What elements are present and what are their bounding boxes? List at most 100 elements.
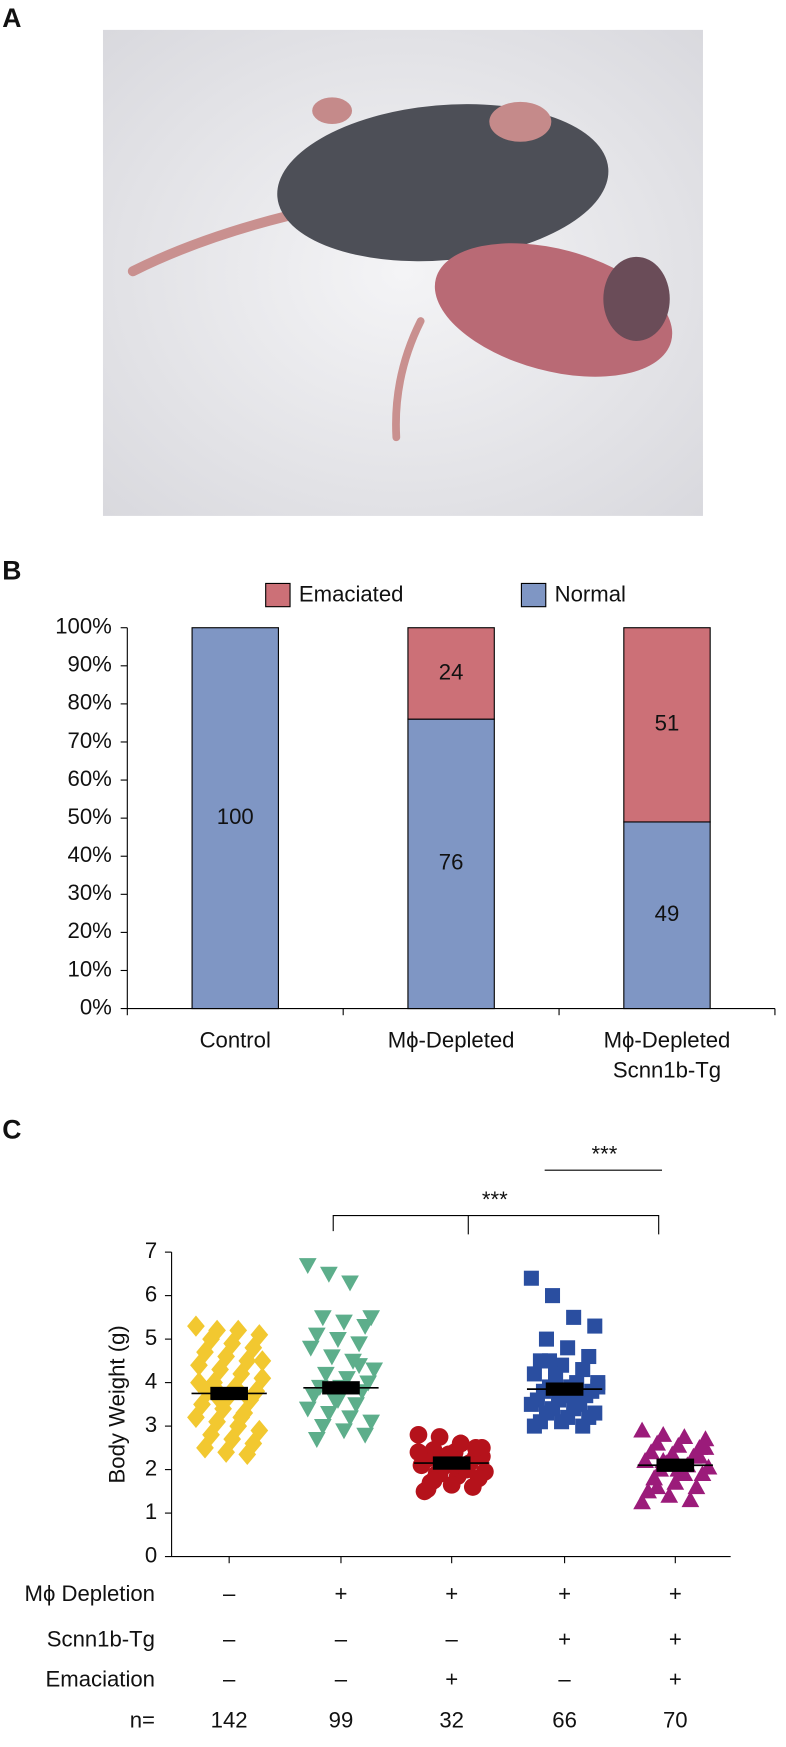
data-point [350, 1336, 368, 1353]
data-point [202, 1424, 220, 1446]
data-point [633, 1421, 651, 1438]
data-point [418, 1480, 437, 1499]
data-point [409, 1443, 428, 1462]
data-point [359, 1375, 377, 1392]
y-axis-label: Body Weight (g) [104, 1325, 129, 1483]
panel-label: A [2, 3, 21, 33]
data-point [323, 1349, 341, 1366]
data-point [313, 1419, 332, 1435]
data-point [356, 1427, 374, 1444]
data-point [587, 1318, 603, 1334]
y-tick-label: 40% [68, 842, 112, 867]
cell: + [558, 1627, 571, 1652]
bar-segment [623, 627, 711, 823]
data-point [693, 1465, 712, 1482]
data-point [187, 1315, 205, 1337]
data-point [362, 1414, 381, 1431]
data-point [298, 1258, 317, 1275]
x-tick-label: Control [200, 1028, 271, 1053]
y-tick-label: 60% [68, 766, 112, 791]
row-label: Emaciation [46, 1666, 155, 1691]
y-tick-label: 3 [145, 1412, 157, 1437]
data-point [660, 1486, 679, 1503]
data-point [232, 1363, 251, 1385]
data-point [523, 1270, 539, 1286]
row-label: Mϕ Depletion [25, 1581, 155, 1606]
data-point [223, 1332, 242, 1355]
data-point [538, 1331, 555, 1347]
y-tick-label: 50% [68, 804, 112, 829]
data-label: 100 [217, 804, 254, 829]
data-point [636, 1452, 654, 1468]
legend-swatch [265, 582, 291, 608]
data-point [317, 1366, 335, 1383]
y-tick-label: 30% [68, 880, 112, 905]
y-tick-label: 7 [145, 1238, 157, 1263]
legend-swatch [520, 582, 547, 608]
mean-bar [322, 1381, 360, 1395]
data-point [575, 1362, 591, 1378]
bar-segment [623, 821, 711, 1010]
cell: 70 [663, 1707, 688, 1732]
y-tick-label: 2 [145, 1455, 157, 1480]
cell: – [558, 1666, 571, 1691]
cell: + [445, 1581, 458, 1606]
cell: – [223, 1581, 236, 1606]
data-point [301, 1340, 320, 1357]
mean-bar [432, 1456, 471, 1470]
data-point [442, 1475, 461, 1494]
data-point [193, 1393, 211, 1415]
data-point [451, 1434, 470, 1453]
data-point [554, 1414, 570, 1430]
y-tick-label: 70% [68, 728, 112, 753]
data-point [409, 1425, 428, 1444]
bar-segment [191, 627, 279, 1010]
data-point [304, 1388, 323, 1405]
data-point [253, 1350, 272, 1372]
cell: + [558, 1581, 571, 1606]
data-label: 49 [655, 901, 680, 926]
data-point [560, 1340, 576, 1356]
cell: – [335, 1666, 348, 1691]
data-point [347, 1397, 365, 1414]
y-tick-label: 0 [145, 1542, 157, 1567]
cell: 99 [329, 1707, 354, 1732]
data-point [335, 1423, 353, 1440]
data-point [666, 1473, 685, 1490]
data-point [238, 1443, 257, 1465]
cell: – [223, 1627, 236, 1652]
y-tick-label: 80% [68, 690, 112, 715]
data-point [648, 1478, 667, 1495]
x-tick-label: Mϕ-Depleted [604, 1028, 731, 1053]
y-tick-label: 100% [55, 614, 112, 639]
legend-label: Emaciated [299, 581, 404, 606]
bar-segment [407, 627, 495, 720]
data-point [463, 1478, 482, 1496]
data-point [466, 1438, 485, 1457]
cell: + [445, 1666, 458, 1691]
data-point [329, 1332, 347, 1348]
y-tick-label: 4 [145, 1368, 157, 1393]
mean-bar [545, 1382, 584, 1396]
data-point [681, 1491, 700, 1508]
data-point [633, 1493, 651, 1510]
data-point [362, 1310, 381, 1327]
panel-label: B [2, 555, 21, 585]
data-point [341, 1410, 359, 1427]
data-point [298, 1401, 317, 1418]
data-point [329, 1392, 347, 1409]
y-tick-label: 6 [145, 1281, 157, 1306]
data-point [250, 1419, 269, 1442]
data-point [320, 1266, 338, 1283]
data-point [575, 1418, 591, 1434]
cell: – [335, 1627, 348, 1652]
cell: 142 [211, 1707, 248, 1732]
data-point [338, 1371, 356, 1388]
x-tick-label: Mϕ-Depleted [388, 1028, 515, 1053]
cell: 32 [439, 1707, 464, 1732]
data-point [350, 1358, 368, 1375]
data-point [690, 1447, 709, 1464]
data-point [581, 1348, 597, 1365]
x-tick-label: Scnn1b-Tg [613, 1058, 721, 1083]
data-point [320, 1405, 338, 1422]
